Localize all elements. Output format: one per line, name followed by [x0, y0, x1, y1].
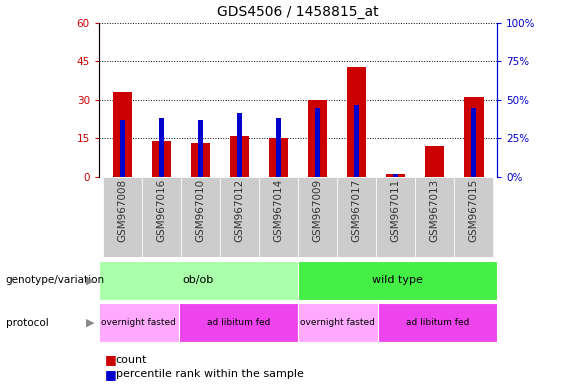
Text: GSM967009: GSM967009 — [312, 179, 323, 242]
Bar — [393, 174, 398, 177]
Text: ■: ■ — [105, 353, 116, 366]
Text: GSM967013: GSM967013 — [430, 179, 440, 242]
Text: ob/ob: ob/ob — [183, 275, 214, 285]
Bar — [298, 303, 378, 342]
Text: ■: ■ — [105, 368, 116, 381]
Bar — [103, 177, 142, 257]
Text: ▶: ▶ — [86, 275, 95, 285]
Bar — [298, 261, 497, 300]
Bar — [276, 118, 281, 177]
Text: ad libitum fed: ad libitum fed — [207, 318, 270, 327]
Bar — [315, 108, 320, 177]
Text: count: count — [116, 355, 147, 365]
Bar — [347, 66, 366, 177]
Bar — [269, 138, 288, 177]
Text: wild type: wild type — [372, 275, 423, 285]
Bar — [220, 177, 259, 257]
Bar — [179, 303, 298, 342]
Bar — [415, 177, 454, 257]
Text: GSM967008: GSM967008 — [118, 179, 127, 242]
Text: GSM967016: GSM967016 — [157, 179, 166, 242]
Bar — [308, 100, 327, 177]
Bar — [120, 120, 125, 177]
Bar — [354, 105, 359, 177]
Bar — [181, 177, 220, 257]
Bar — [198, 120, 203, 177]
Text: protocol: protocol — [6, 318, 49, 328]
Bar — [230, 136, 249, 177]
Text: GSM967012: GSM967012 — [234, 179, 245, 242]
Title: GDS4506 / 1458815_at: GDS4506 / 1458815_at — [217, 5, 379, 19]
Bar — [464, 97, 484, 177]
Text: genotype/variation: genotype/variation — [6, 275, 105, 285]
Bar — [142, 177, 181, 257]
Bar — [376, 177, 415, 257]
Text: percentile rank within the sample: percentile rank within the sample — [116, 369, 304, 379]
Bar — [190, 143, 210, 177]
Text: GSM967010: GSM967010 — [195, 179, 206, 242]
Bar — [298, 177, 337, 257]
Text: GSM967017: GSM967017 — [351, 179, 362, 242]
Bar — [378, 303, 497, 342]
Bar — [112, 92, 132, 177]
Bar — [259, 177, 298, 257]
Bar — [151, 141, 171, 177]
Bar — [99, 261, 298, 300]
Bar — [99, 303, 179, 342]
Bar — [425, 146, 445, 177]
Text: overnight fasted: overnight fasted — [301, 318, 375, 327]
Bar — [454, 177, 493, 257]
Text: ▶: ▶ — [86, 318, 95, 328]
Text: GSM967014: GSM967014 — [273, 179, 284, 242]
Bar — [237, 113, 242, 177]
Text: overnight fasted: overnight fasted — [101, 318, 176, 327]
Bar — [386, 174, 406, 177]
Bar — [337, 177, 376, 257]
Text: GSM967015: GSM967015 — [469, 179, 479, 242]
Bar — [471, 108, 476, 177]
Bar — [159, 118, 164, 177]
Text: GSM967011: GSM967011 — [390, 179, 401, 242]
Text: ad libitum fed: ad libitum fed — [406, 318, 469, 327]
